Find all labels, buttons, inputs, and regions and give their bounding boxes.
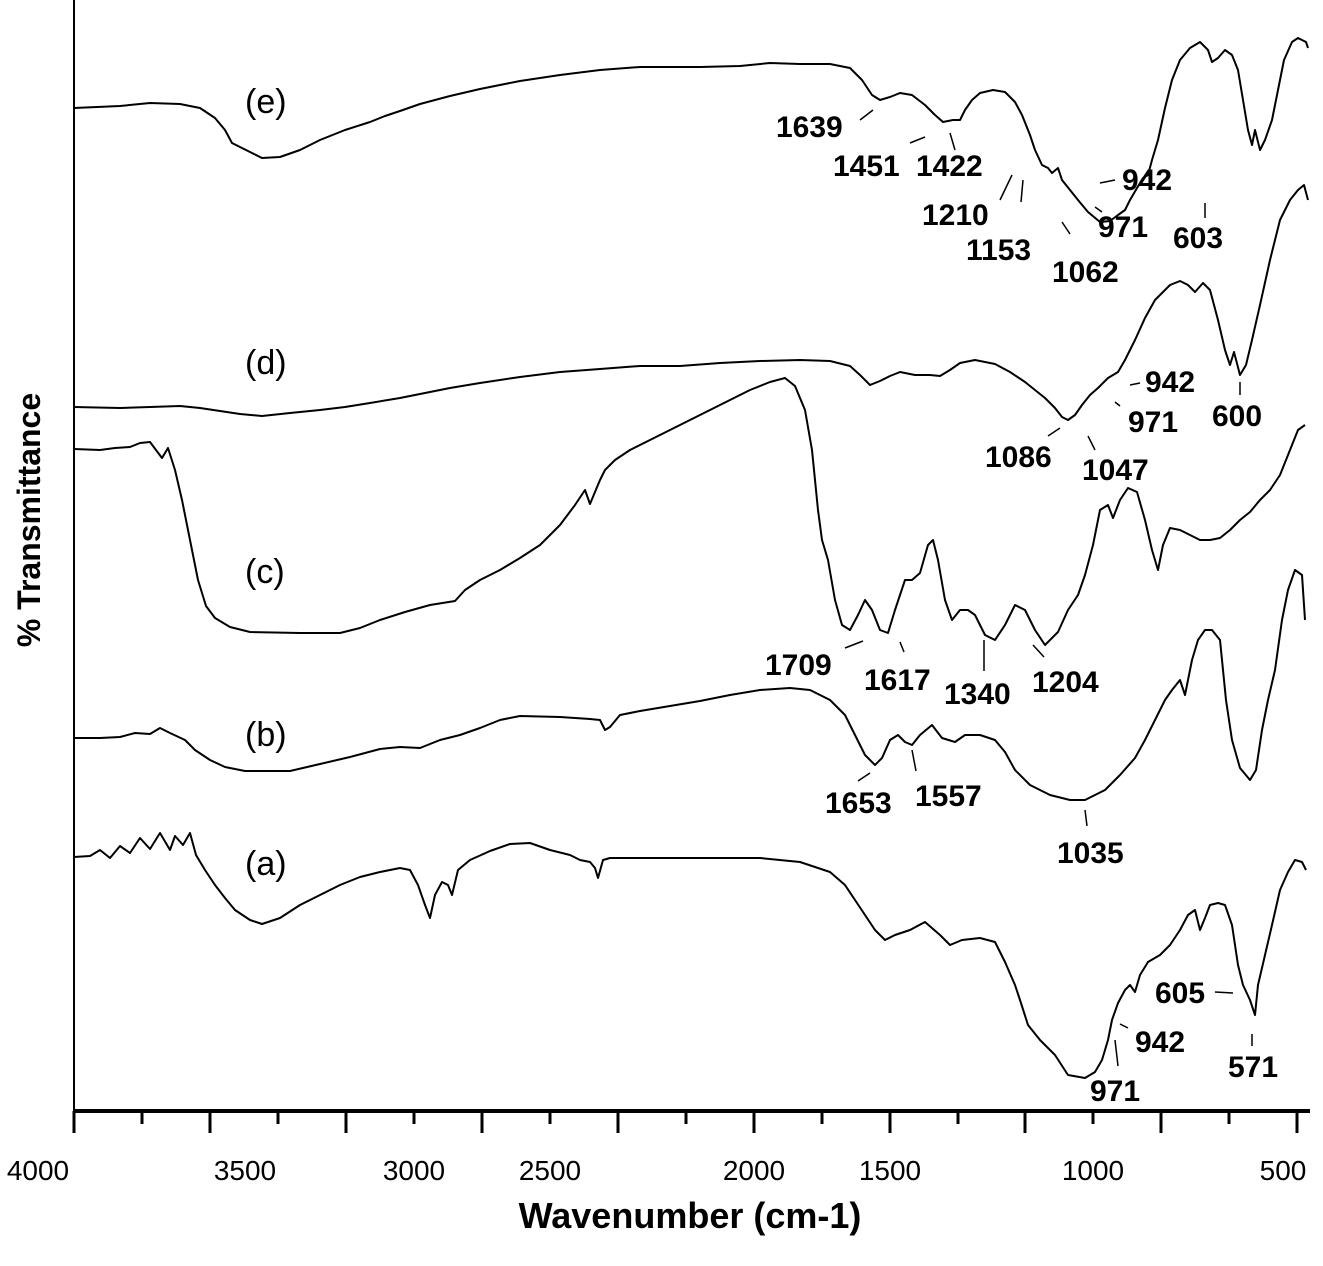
peak-label: 605 [1155,977,1205,1010]
curve-c [73,377,1306,646]
x-tick-label: 500 [1260,1155,1307,1186]
x-tick-label: 1500 [859,1155,921,1186]
peak-label: 1035 [1057,837,1124,870]
peak-label: 603 [1173,222,1223,255]
curve-b [74,569,1306,801]
peak-label: 1204 [1032,666,1099,699]
peak-label: 942 [1135,1026,1185,1059]
peak-label: 1086 [985,441,1052,474]
peak-label: 942 [1145,366,1195,399]
x-tick-label: 3500 [214,1155,276,1186]
peak-label: 1153 [966,234,1031,267]
curve-a [73,832,1307,1079]
peak-label: 1210 [922,199,989,232]
x-tick-label: 2000 [723,1155,785,1186]
peak-label: 571 [1228,1051,1278,1084]
peak-label: 971 [1128,406,1178,439]
x-ticks [72,1111,1299,1133]
curve-e [73,37,1309,223]
series-label-b: (b) [245,716,287,754]
peak-label: 1451 [833,150,900,183]
peak-label: 971 [1098,211,1148,244]
x-tick-label: 1000 [1062,1155,1124,1186]
peak-label: 1062 [1052,256,1119,289]
series-label-a: (a) [245,845,287,883]
peak-label: 971 [1090,1075,1140,1108]
peak-label: 1340 [944,678,1011,711]
series-label-d: (d) [245,344,287,382]
x-axis-title: Wavenumber (cm-1) [519,1195,862,1236]
peak-label: 1422 [916,150,983,183]
x-tick-label: 2500 [519,1155,581,1186]
x-tick-label: 3000 [383,1155,445,1186]
peak-label: 1709 [765,649,832,682]
peak-label: 942 [1122,164,1172,197]
peak-label: 1047 [1082,454,1149,487]
series-label-e: (e) [245,83,287,121]
peak-label: 1653 [825,787,892,820]
peak-leader-lines [844,109,1253,1067]
series-label-c: (c) [245,553,285,591]
peak-label: 600 [1212,400,1262,433]
x-tick-label: 4000 [7,1155,69,1186]
peak-label: 1639 [776,111,843,144]
y-axis-title: % Transmittance [11,393,47,647]
peak-label: 1617 [864,664,931,697]
peak-label: 1557 [915,780,982,813]
curve-d [73,184,1309,421]
